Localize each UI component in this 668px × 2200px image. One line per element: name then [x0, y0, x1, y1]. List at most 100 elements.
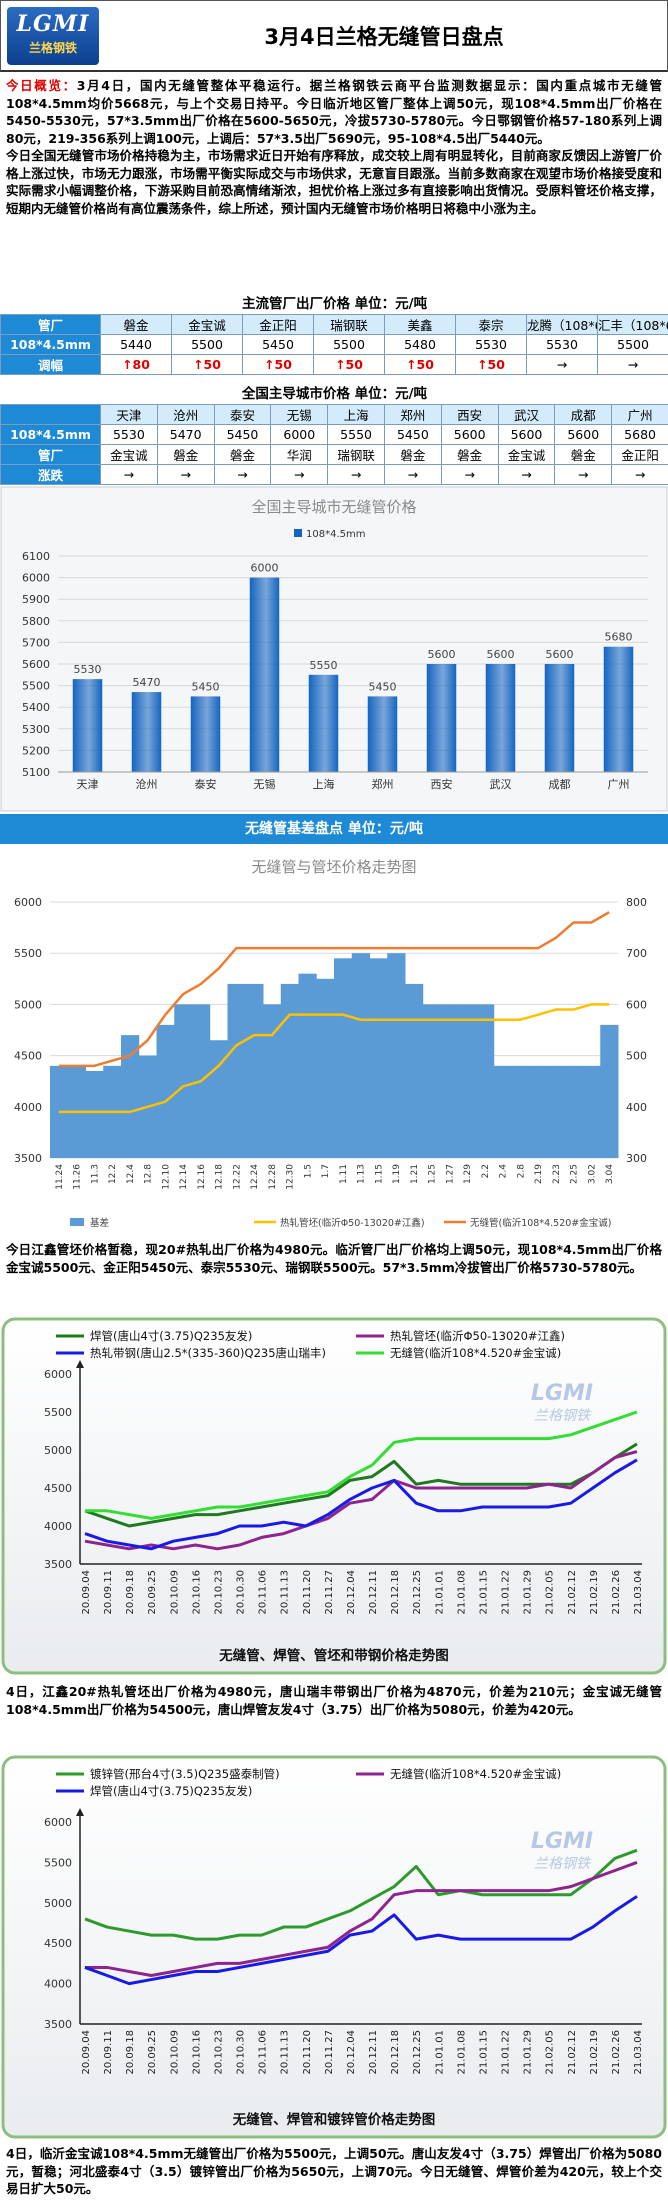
x-tick-label: 21.01.15: [478, 1570, 489, 1615]
watermark: LGMI: [531, 1381, 593, 1406]
legend-label: 无缝管(临沂108*4.520#金宝诚): [390, 1767, 561, 1781]
x-tick-label: 21.02.12: [567, 2030, 578, 2075]
y-tick-label: 3500: [44, 2018, 72, 2031]
table-cell: →: [383, 464, 442, 485]
x-tick-label: 21.01.15: [478, 2030, 489, 2075]
table-cell: 5470: [156, 424, 215, 445]
header: LGMI 兰格钢铁 3月4日兰格无缝管日盘点: [0, 0, 668, 72]
table-cell: 磐金: [383, 444, 442, 465]
chart-title: 无缝管、焊管、管坯和带钢价格走势图: [218, 1647, 449, 1664]
y-tick-label: 6000: [22, 572, 50, 585]
table-cell: 5440: [100, 334, 172, 355]
row-label: 108*4.5mm: [0, 334, 101, 355]
y-tick-label: 5800: [22, 615, 50, 628]
value-label: 5550: [310, 659, 338, 672]
x-tick-label: 20.10.16: [191, 1570, 202, 1615]
table-cell: →: [554, 464, 613, 485]
x-tick-label: 广州: [608, 778, 630, 791]
column-header: 天津: [100, 404, 158, 425]
x-tick-label: 21.03.04: [633, 2030, 644, 2075]
legend-label: 焊管(唐山4寸(3.75)Q235友发): [90, 1329, 252, 1343]
table-cell: ↑50: [455, 354, 527, 375]
chart-frame: [1, 1317, 667, 1675]
logo-text: LGMI: [16, 11, 90, 37]
legend-label: 108*4.5mm: [306, 529, 365, 540]
column-header: 武汉: [497, 404, 556, 425]
x-tick-label: 20.09.11: [103, 2030, 114, 2075]
column-header: 泰安: [213, 404, 272, 425]
x-tick-label: 郑州: [372, 777, 394, 791]
x-tick-label: 21.01.22: [501, 2030, 512, 2075]
table-cell: 金正阳: [611, 444, 668, 465]
x-tick-label: 20.11.13: [280, 2030, 291, 2075]
x-tick-label: 3.04: [605, 1164, 615, 1184]
area-segment: [298, 973, 317, 1158]
area-segment: [334, 958, 353, 1158]
x-tick-label: 1.21: [410, 1164, 420, 1184]
table-cell: →: [440, 464, 499, 485]
y-tick-label: 400: [626, 1101, 647, 1114]
table-cell: 金宝诚: [100, 444, 158, 465]
legend-swatch: [70, 1218, 84, 1226]
bar: [485, 664, 516, 772]
row-label: 调幅: [0, 354, 101, 375]
x-tick-label: 1.5: [303, 1164, 313, 1178]
x-tick-label: 20.11.20: [302, 2030, 313, 2075]
line-series: [84, 1450, 638, 1551]
x-tick-label: 武汉: [490, 778, 512, 791]
line-series: [58, 911, 610, 1068]
table-cell: 6000: [270, 424, 329, 445]
x-tick-label: 12.30: [286, 1164, 296, 1190]
y-tick-label: 800: [626, 896, 647, 909]
table-cell: ↑50: [171, 354, 243, 375]
x-tick-label: 12.10: [161, 1164, 171, 1190]
table-cell: 5450: [213, 424, 272, 445]
x-tick-label: 21.02.19: [589, 1570, 600, 1615]
x-tick-label: 20.10.23: [213, 2030, 224, 2075]
row-label: 涨跌: [0, 464, 101, 485]
overview-paragraph: 今日概览：3月4日，国内无缝管整体平稳运行。据兰格钢铁云商平台监测数据显示：国内…: [6, 77, 662, 147]
x-tick-label: 西安: [431, 777, 453, 791]
y-axis-arrow: [76, 1808, 84, 1816]
value-label: 5600: [487, 648, 515, 661]
x-tick-label: 3.02: [587, 1164, 597, 1184]
column-header: 泰宗: [455, 314, 527, 335]
x-tick-label: 20.12.04: [346, 2030, 357, 2075]
x-tick-label: 泰安: [195, 777, 217, 791]
x-tick-label: 11.3: [90, 1164, 100, 1184]
table-cell: 5530: [526, 334, 598, 355]
table-cell: ↑50: [242, 354, 314, 375]
column-header: 沧州: [156, 404, 215, 425]
chart-title: 全国主导城市无缝管价格: [251, 498, 416, 516]
area-segment: [476, 1004, 495, 1158]
y-tick-label: 6000: [44, 1368, 72, 1381]
area-segment: [351, 953, 370, 1158]
x-tick-label: 1.19: [392, 1164, 402, 1184]
x-tick-label: 21.02.05: [545, 1570, 556, 1615]
table-cell: →: [497, 464, 556, 485]
x-tick-label: 11.24: [55, 1164, 65, 1190]
combo-chart-block: 无缝管与管坯价格走势图 3500 4000 4500 5000 5500 6000 300 40…: [0, 846, 668, 1236]
x-tick-label: 21.01.01: [434, 1570, 445, 1615]
column-header: 郑州: [383, 404, 442, 425]
x-tick-label: 20.10.30: [236, 2030, 247, 2075]
bar: [131, 692, 162, 772]
x-tick-label: 天津: [77, 778, 99, 791]
table-cell: 5600: [497, 424, 556, 445]
table-cell: 金宝诚: [497, 444, 556, 465]
x-tick-label: 成都: [549, 778, 571, 791]
overview-paragraph: 今日全国无缝管市场价格持稳为主，市场需求近日开始有序释放，成交较上周有明显转化，…: [6, 148, 662, 216]
table-row: 管厂 金宝诚 磐金 磐金 华润 瑞钢联 磐金 磐金 金宝诚 磐金 金正阳: [0, 444, 668, 465]
y-tick-label: 6100: [22, 550, 50, 563]
table-cell: 5500: [171, 334, 243, 355]
table-header-row: 天津 沧州 泰安 无锡 上海 郑州 西安 武汉 成都 广州: [0, 404, 668, 425]
y-tick-label: 5300: [22, 723, 50, 736]
bar: [426, 664, 457, 772]
table-cell: 5550: [327, 424, 385, 445]
value-label: 6000: [251, 562, 279, 575]
legend-label: 热轧管坯(临沂Φ50-13020#江鑫): [390, 1329, 565, 1343]
area-segment: [263, 1004, 282, 1158]
legend-label: 焊管(唐山4寸(3.75)Q235友发): [90, 1784, 252, 1798]
table-cell: 磐金: [213, 444, 272, 465]
